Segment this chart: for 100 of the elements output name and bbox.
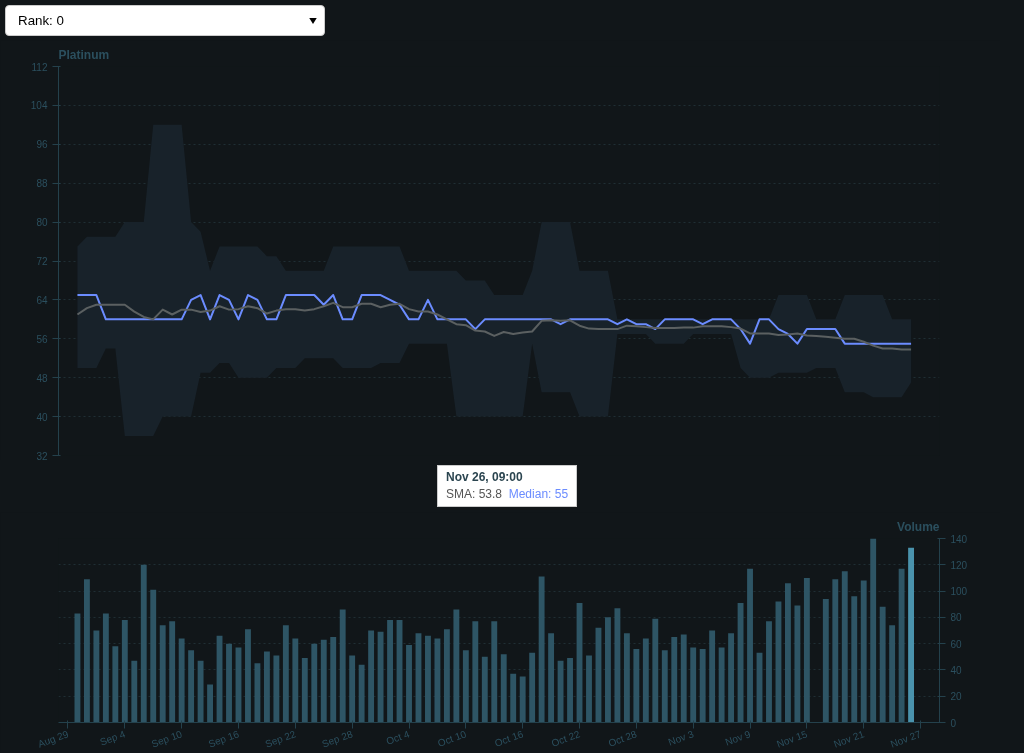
- bar: [425, 636, 431, 723]
- bar: [690, 647, 697, 723]
- bar: [870, 538, 877, 723]
- bar: [567, 658, 573, 723]
- bar: [766, 621, 772, 723]
- x-tick-label: Nov 9: [723, 728, 753, 748]
- x-tick-label: Nov 27: [888, 728, 923, 750]
- bar: [889, 625, 896, 723]
- x-tick-label: Aug 29: [36, 728, 71, 750]
- bar: [510, 674, 517, 723]
- bar: [548, 633, 555, 723]
- y-tick-label: 64: [36, 294, 48, 306]
- bar: [226, 643, 232, 723]
- bar: [292, 638, 299, 723]
- x-tick-label: Sep 16: [206, 728, 241, 750]
- bar: [282, 625, 289, 723]
- bar: [121, 620, 128, 723]
- y-tick-label: 96: [36, 139, 48, 151]
- line-series: [76, 301, 913, 351]
- y-tick-label: 60: [950, 638, 963, 650]
- bar: [83, 579, 90, 723]
- bar: [832, 579, 839, 723]
- y-tick-label: 48: [36, 372, 48, 384]
- bar: [642, 638, 649, 723]
- bar: [841, 571, 848, 723]
- bar: [794, 605, 801, 723]
- bar: [747, 569, 753, 723]
- bar: [661, 650, 668, 723]
- x-tick-label: Sep 4: [98, 728, 128, 748]
- bar: [131, 661, 138, 723]
- bar: [254, 663, 261, 723]
- x-tick-label: Oct 4: [384, 728, 412, 748]
- bar: [330, 637, 337, 723]
- x-tick-label: Nov 3: [666, 728, 696, 748]
- bar: [453, 609, 460, 723]
- bar: [443, 629, 450, 723]
- x-tick-label: Oct 28: [606, 728, 639, 750]
- bar: [197, 661, 204, 723]
- x-tick-label: Oct 22: [549, 728, 582, 750]
- bar: [462, 650, 469, 723]
- bar: [406, 645, 412, 723]
- bar: [614, 608, 621, 723]
- bar: [557, 661, 564, 723]
- bar: [159, 625, 166, 723]
- bar: [699, 649, 706, 723]
- x-tick-label: Oct 16: [493, 728, 525, 750]
- bar: [671, 637, 678, 723]
- bar: [709, 630, 716, 723]
- bar: [784, 583, 791, 723]
- y-tick-label: 0: [950, 717, 957, 729]
- bar: [851, 596, 858, 723]
- bar: [538, 576, 545, 723]
- bar: [273, 655, 280, 723]
- bar: [387, 620, 393, 723]
- bar: [377, 632, 384, 723]
- y-tick-label: 56: [36, 333, 48, 345]
- bar: [140, 565, 147, 723]
- bar: [491, 621, 498, 723]
- y-tick-label: 40: [950, 665, 963, 677]
- bar: [339, 609, 346, 723]
- bar: [150, 590, 157, 723]
- bar: [728, 633, 735, 723]
- y-tick-label: 40: [36, 411, 48, 423]
- bar: [112, 646, 119, 723]
- x-tick-label: Nov 15: [775, 728, 810, 750]
- x-tick-label: Sep 22: [263, 728, 298, 750]
- text: Nov 26, 09:00: [446, 470, 523, 484]
- y-tick-label: 88: [36, 178, 48, 190]
- x-tick-label: Sep 10: [149, 728, 184, 750]
- text: Median: 55: [508, 487, 569, 502]
- bar: [311, 643, 318, 723]
- bar: [718, 647, 725, 723]
- bar: [633, 649, 640, 723]
- bar: [605, 617, 611, 723]
- bar: [368, 630, 375, 723]
- bar: [822, 599, 829, 723]
- y-axis-title: Platinum: [58, 47, 110, 62]
- bar: [245, 629, 251, 723]
- y-axis-title: Volume: [897, 519, 940, 534]
- bar: [472, 621, 479, 723]
- bar: [263, 651, 270, 723]
- bar: [908, 547, 915, 723]
- x-tick-label: Sep 28: [320, 728, 355, 750]
- bar: [349, 655, 356, 723]
- bar: [680, 634, 687, 723]
- y-tick-label: 112: [31, 61, 48, 73]
- bar: [898, 569, 905, 723]
- bar: [358, 664, 365, 723]
- bar: [529, 653, 536, 723]
- x-tick-label: Nov 21: [832, 728, 867, 750]
- text: SMA: 53.8: [446, 487, 503, 502]
- y-tick-label: 72: [36, 256, 48, 267]
- bar: [93, 630, 100, 723]
- bar: [102, 613, 109, 723]
- bar: [803, 578, 810, 723]
- bar: [879, 607, 886, 723]
- bar: [178, 638, 185, 723]
- bar: [586, 655, 592, 723]
- bar: [320, 639, 327, 723]
- text: Rank: 0: [5, 5, 325, 37]
